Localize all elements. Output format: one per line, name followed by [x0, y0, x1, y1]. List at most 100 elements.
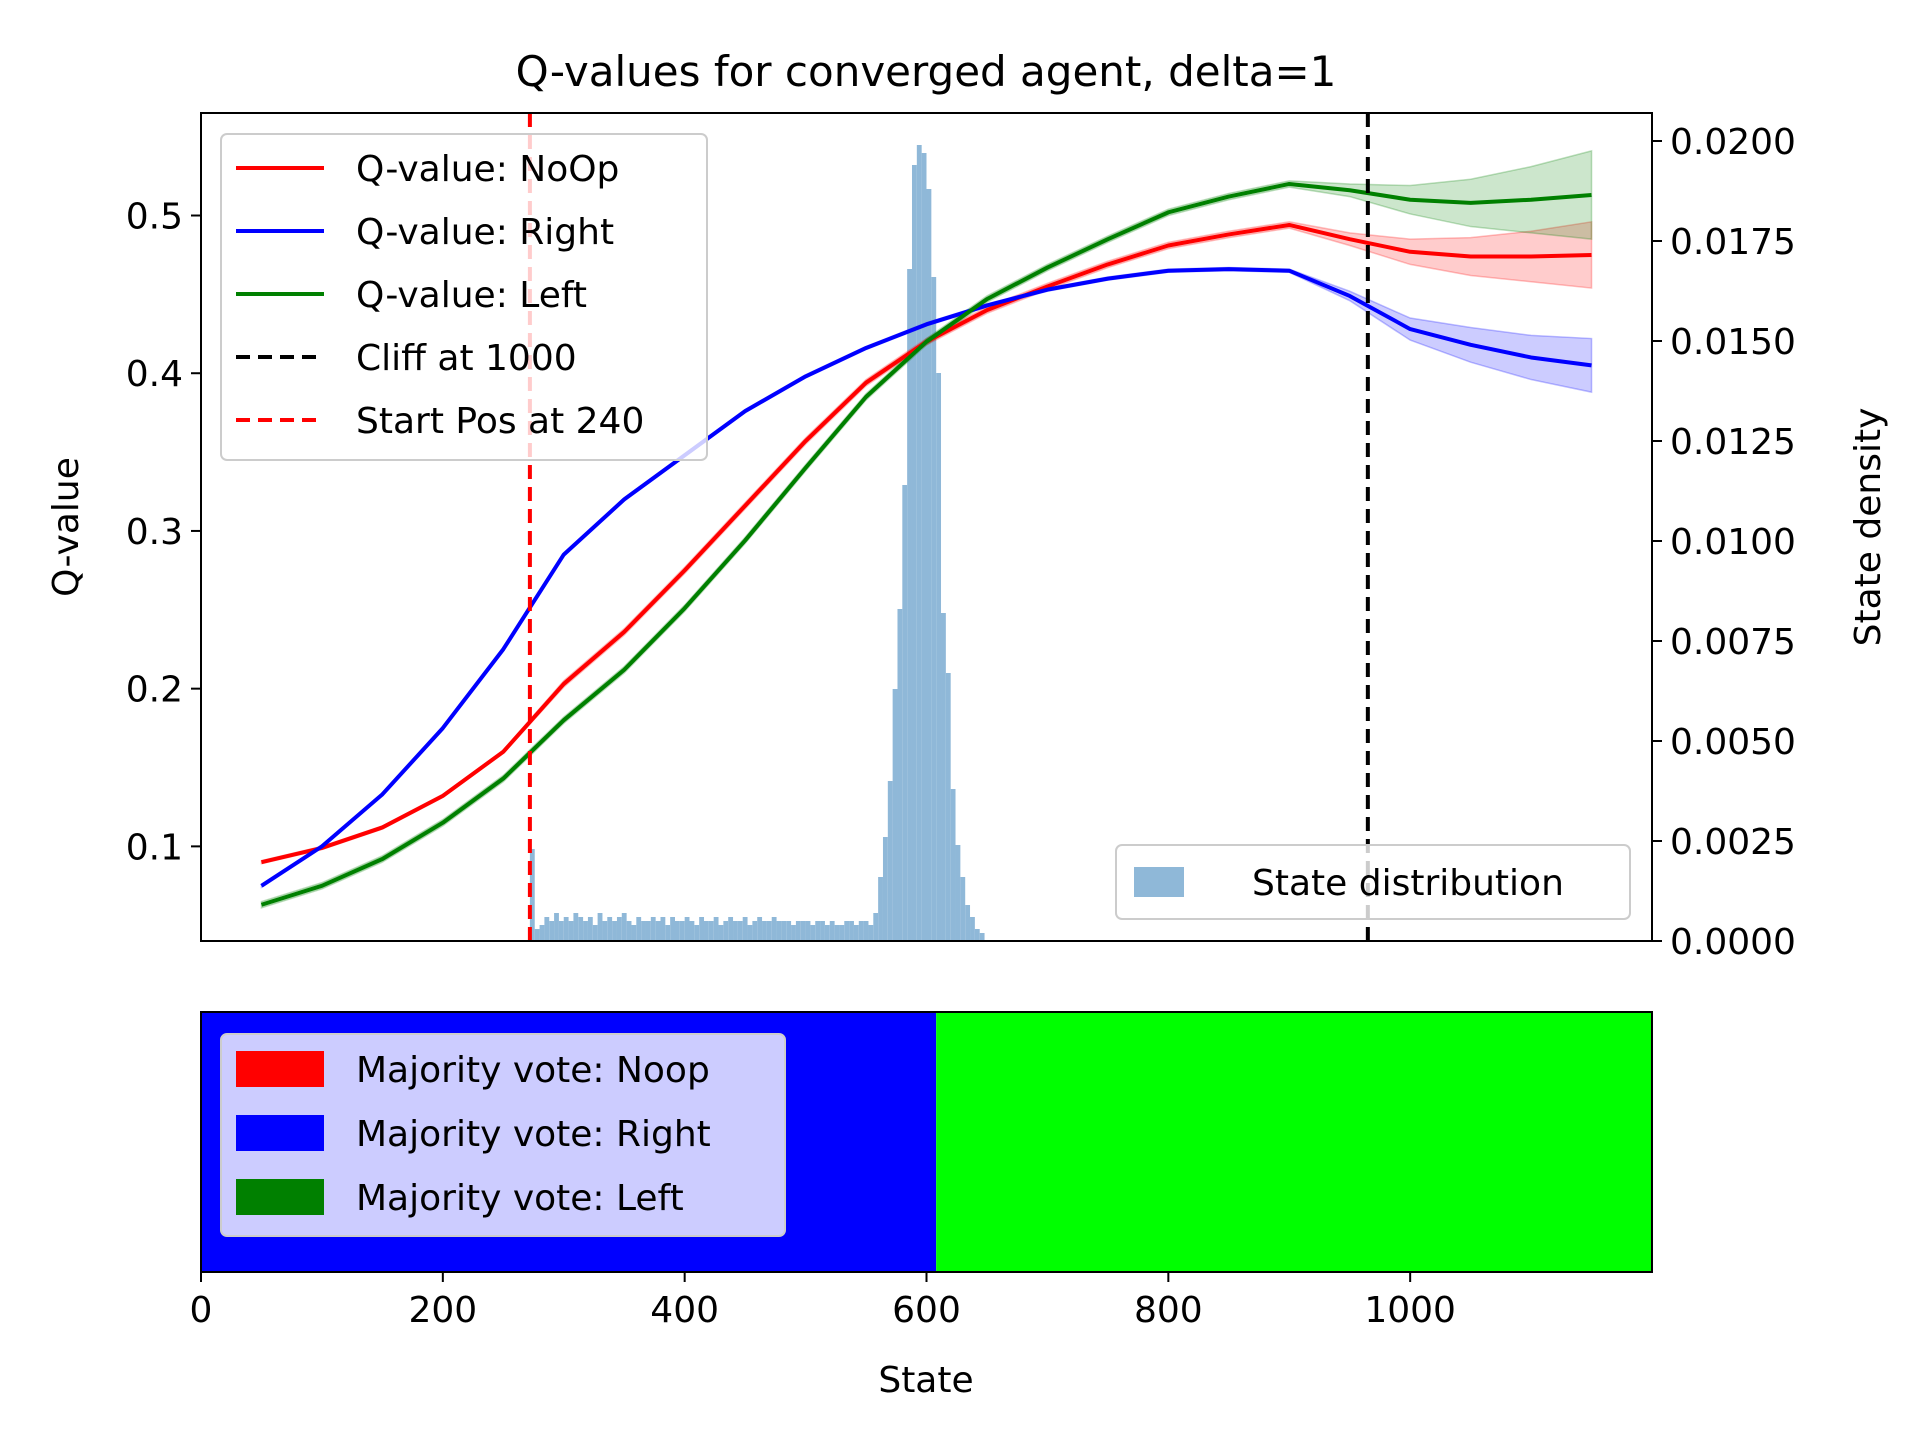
majority-legend-label-0: Majority vote: Noop: [356, 1050, 710, 1091]
histogram-bar: [689, 921, 695, 941]
majority-legend-swatch-2: [236, 1179, 324, 1215]
histogram-bar: [573, 913, 579, 941]
histogram-bar: [839, 925, 845, 941]
histogram-bar: [960, 877, 966, 941]
histogram-bar: [844, 921, 850, 941]
q-value-legend: Q-value: NoOp Q-value: Right Q-value: Left…: [220, 133, 708, 461]
histogram-bar: [810, 925, 816, 941]
histogram-bar: [718, 925, 724, 941]
histogram-legend-box: [1115, 844, 1631, 920]
histogram-bar: [621, 913, 627, 941]
majority-vote-legend: Majority vote: Noop Majority vote: Right M…: [220, 1033, 786, 1237]
histogram-bar: [800, 921, 806, 941]
histogram-bar: [941, 613, 946, 941]
histogram-bar: [795, 921, 801, 941]
histogram-bar: [829, 921, 835, 941]
histogram-bar: [791, 925, 796, 941]
histogram-bar: [766, 921, 772, 941]
y2-tick-label: 0.0125: [1670, 422, 1796, 463]
histogram-bar: [529, 849, 535, 941]
histogram-bar: [757, 917, 763, 941]
majority-vote-plot: 0 200 400 600 800 1000 State Majority vote: N…: [190, 1011, 1653, 1401]
histogram-bar: [723, 921, 729, 941]
legend-label-1: Q-value: Right: [356, 212, 614, 253]
y2-tick-label: 0.0025: [1670, 822, 1796, 863]
histogram-bar: [612, 921, 617, 941]
legend-label-2: Q-value: Left: [356, 275, 587, 316]
histogram-bar: [902, 485, 908, 941]
histogram-bar: [965, 905, 971, 941]
histogram-bar: [955, 845, 961, 941]
histogram-bar: [887, 781, 893, 941]
histogram-bar: [578, 917, 584, 941]
histogram-bar: [834, 925, 840, 941]
histogram-bar: [568, 921, 574, 941]
histogram-bar: [602, 921, 608, 941]
histogram-bar: [805, 921, 811, 941]
y-axis-label: Q-value: [46, 457, 87, 597]
y2-tick-label: 0.0050: [1670, 722, 1796, 763]
histogram-bar: [554, 913, 559, 941]
q-value-band-2: [260, 149, 1593, 909]
histogram-bar: [911, 165, 917, 941]
histogram-bar: [824, 925, 830, 941]
q-value-legend-box: [220, 133, 708, 461]
histogram-bar: [907, 269, 912, 941]
histogram-bar: [684, 917, 690, 941]
histogram-bar: [776, 921, 782, 941]
histogram-bar: [665, 925, 671, 941]
histogram-bar: [549, 921, 555, 941]
histogram-bar: [713, 917, 719, 941]
legend-label-4: Start Pos at 240: [356, 401, 644, 442]
histogram-bar: [878, 877, 883, 941]
histogram-bar: [931, 277, 937, 941]
histogram-legend-label: State distribution: [1252, 863, 1564, 904]
q-value-band-0: [260, 220, 1593, 865]
y2-tick-label: 0.0175: [1670, 222, 1796, 263]
majority-vote-legend-box: [220, 1033, 786, 1237]
histogram-legend-swatch: [1134, 867, 1184, 897]
histogram-bar: [820, 921, 825, 941]
x-tick-label: 0: [190, 1290, 213, 1331]
histogram-bar: [853, 925, 859, 941]
majority-vote-segment-1: [936, 1012, 1652, 1272]
histogram-bar: [815, 921, 821, 941]
histogram-bar: [728, 917, 734, 941]
histogram-bar: [762, 921, 767, 941]
q-value-line-1: [260, 267, 1592, 888]
histogram-bar: [916, 145, 922, 941]
histogram-bar: [737, 921, 743, 941]
q-value-lines: [260, 181, 1592, 907]
y2-tick-label: 0.0150: [1670, 322, 1796, 363]
histogram-bar: [670, 917, 675, 941]
x-axis-label: State: [878, 1360, 973, 1401]
histogram-bar: [786, 921, 792, 941]
histogram-bar: [660, 917, 666, 941]
histogram-bar: [708, 921, 714, 941]
majority-legend-swatch-0: [236, 1051, 324, 1087]
histogram-bar: [747, 925, 753, 941]
top-plot-frame: [200, 112, 1653, 942]
x-tick-label: 800: [1134, 1290, 1203, 1331]
y-tick-label: 0.5: [126, 197, 183, 238]
histogram-bar: [534, 929, 540, 941]
q-value-line-2: [260, 181, 1592, 907]
histogram-bar: [563, 917, 569, 941]
histogram-legend: State distribution: [1115, 844, 1631, 920]
histogram-bar: [655, 921, 661, 941]
histogram-bar: [631, 925, 637, 941]
histogram-bar: [650, 917, 656, 941]
y-tick-label: 0.2: [126, 670, 183, 711]
histogram-bar: [704, 921, 709, 941]
y2-tick-label: 0.0100: [1670, 522, 1796, 563]
y-tick-label: 0.3: [126, 512, 183, 553]
histogram-bar: [926, 189, 932, 941]
histogram-bar: [592, 925, 598, 941]
histogram-bar: [849, 921, 854, 941]
histogram-bar: [882, 837, 888, 941]
majority-legend-label-1: Majority vote: Right: [356, 1114, 711, 1155]
y2-axis-label: State density: [1848, 408, 1889, 647]
majority-legend-label-2: Majority vote: Left: [356, 1178, 684, 1219]
chart-title: Q-values for converged agent, delta=1: [516, 47, 1337, 96]
